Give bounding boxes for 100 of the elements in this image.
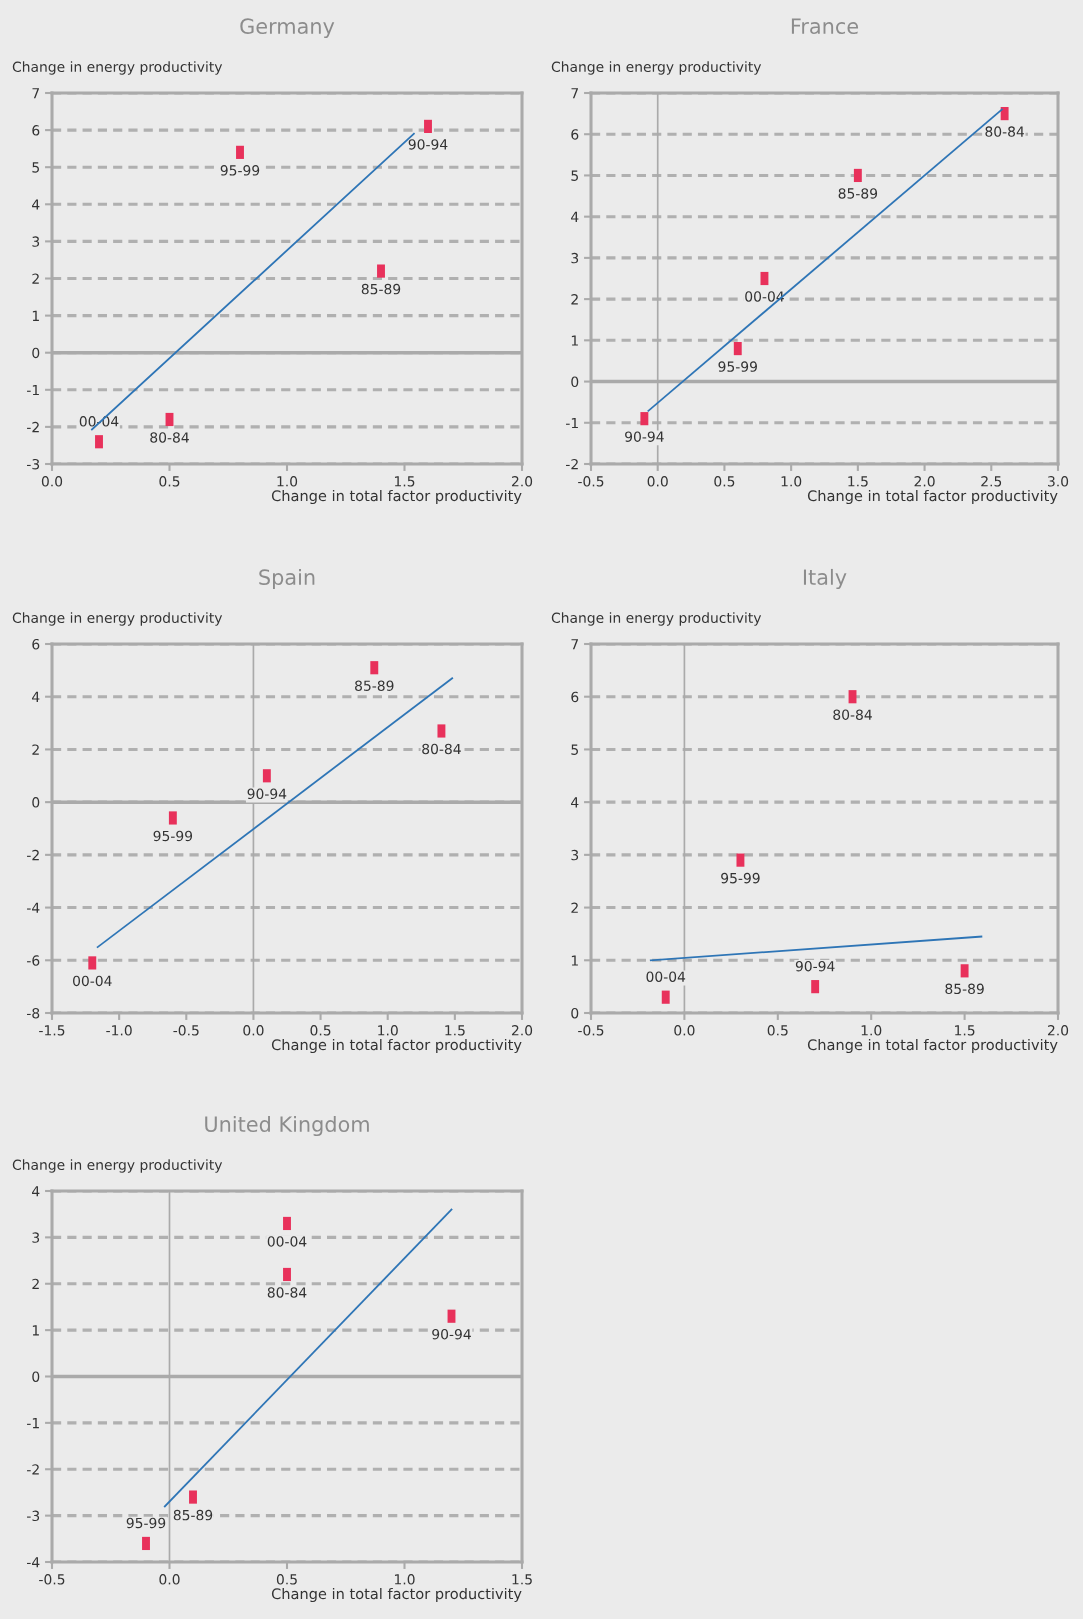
y-tick-label: 4 [32,691,40,702]
y-tick-label: -1 [27,384,39,396]
y-tick-label: -8 [27,1007,40,1019]
annotation: 85-89 [173,1509,213,1521]
annotation: 90-94 [432,1328,471,1340]
x-tick-label: -0.5 [173,1025,199,1036]
x-tick-label: 0.5 [159,476,180,487]
x-axis-title: Change in total factor productivity [271,1587,522,1603]
y-tick-label: 6 [32,638,40,650]
x-tick-label: 2.0 [511,1025,533,1036]
y-tick-label: 3 [571,849,579,861]
x-tick-label: 1.5 [512,1574,532,1585]
y-tick-label: 6 [571,691,579,703]
annotation: 95-99 [126,1517,166,1529]
x-tick-label: 1.5 [955,1025,975,1036]
y-tick-label: 0 [571,376,579,388]
y-tick-label: 6 [32,125,40,136]
y-tick-label: 5 [32,162,39,173]
x-tick-label: 2.5 [981,476,1002,487]
x-tick-label: 0.0 [674,1025,695,1036]
y-tick-label: -4 [27,1557,40,1568]
annotation: 80-84 [985,126,1025,137]
annotation: 95-99 [220,165,260,176]
x-tick-label: 0.0 [159,1574,180,1585]
annotation: 95-99 [153,830,193,842]
y-tick-label: 3 [571,252,579,264]
annotation: 85-89 [838,188,878,199]
y-tick-label: 7 [32,88,40,99]
y-tick-label: 4 [32,1186,40,1197]
x-tick-label: -1.5 [39,1025,65,1036]
x-tick-label: 1.0 [277,476,298,487]
x-tick-label: 0.5 [310,1025,331,1036]
y-axis-title: Change in energy productivity [551,612,762,626]
y-tick-label: 4 [571,211,579,222]
annotation: 00-04 [267,1236,307,1247]
y-tick-label: 1 [571,335,578,346]
x-tick-label: 2.0 [1047,1025,1069,1036]
y-tick-label: -2 [27,1464,39,1475]
annotation: 85-89 [945,983,984,995]
y-axis-title: Change in energy productivity [12,1159,223,1173]
y-tick-label: 6 [571,129,579,140]
y-tick-label: 2 [32,273,39,284]
y-tick-label: -1 [27,1418,39,1429]
annotation: 85-89 [355,680,394,691]
x-tick-label: 1.0 [781,476,802,487]
y-tick-label: 1 [32,1325,39,1336]
y-tick-label: 0 [571,1007,579,1019]
y-tick-label: 7 [571,88,579,99]
x-tick-label: -1.0 [106,1025,132,1036]
y-tick-label: -2 [566,458,578,470]
y-tick-label: 2 [32,744,39,755]
annotation: 90-94 [625,431,664,442]
x-tick-label: 1.5 [848,476,868,487]
x-tick-label: 0.0 [41,476,63,487]
x-tick-label: 2.0 [511,476,533,487]
y-tick-label: -2 [27,849,39,861]
annotation: 80-84 [422,743,461,755]
x-tick-label: 1.0 [394,1574,415,1585]
y-tick-label: 1 [571,955,578,966]
y-tick-label: 1 [32,310,39,321]
annotation: 80-84 [150,432,189,443]
x-axis-title: Change in total factor productivity [807,1038,1058,1054]
y-tick-label: -3 [27,458,40,470]
y-axis-title: Change in energy productivity [551,61,762,75]
chart-title: Italy [803,568,847,590]
annotation: 95-99 [721,872,760,884]
y-tick-label: 2 [571,294,578,305]
chart-title: Spain [259,568,315,590]
y-tick-label: -6 [27,955,40,966]
x-tick-label: 0.5 [714,476,735,487]
x-tick-label: 0.5 [276,1574,297,1585]
y-tick-label: -4 [27,902,40,913]
y-tick-label: 5 [571,744,578,755]
annotation: 95-99 [718,361,757,372]
y-tick-label: 0 [32,797,40,808]
annotation: 80-84 [267,1287,307,1298]
y-axis-title: Change in energy productivity [12,61,223,75]
y-tick-label: 3 [32,1232,40,1243]
y-tick-label: -2 [27,421,39,433]
x-tick-label: 1.5 [445,1025,465,1036]
annotation: 90-94 [247,788,287,800]
x-tick-label: 2.0 [914,476,935,487]
x-tick-label: 1.0 [378,1025,398,1036]
y-tick-label: -3 [27,1510,40,1522]
x-tick-label: 1.5 [394,476,415,487]
x-tick-label: 1.0 [861,1025,882,1036]
chart-title: France [791,18,859,35]
y-tick-label: -1 [566,417,578,429]
annotation: 00-04 [646,971,686,982]
x-tick-label: 0.5 [767,1025,788,1036]
chart-title: United Kingdom [205,1115,369,1137]
x-tick-label: 0.0 [243,1025,264,1036]
y-tick-label: 0 [32,347,40,359]
annotation: 85-89 [361,283,401,295]
x-tick-label: -0.5 [578,1025,604,1036]
annotation: 00-04 [73,975,112,987]
y-tick-label: 4 [571,797,579,808]
y-tick-label: 2 [32,1278,39,1290]
annotation: 80-84 [833,709,872,720]
annotation: 90-94 [408,139,448,150]
